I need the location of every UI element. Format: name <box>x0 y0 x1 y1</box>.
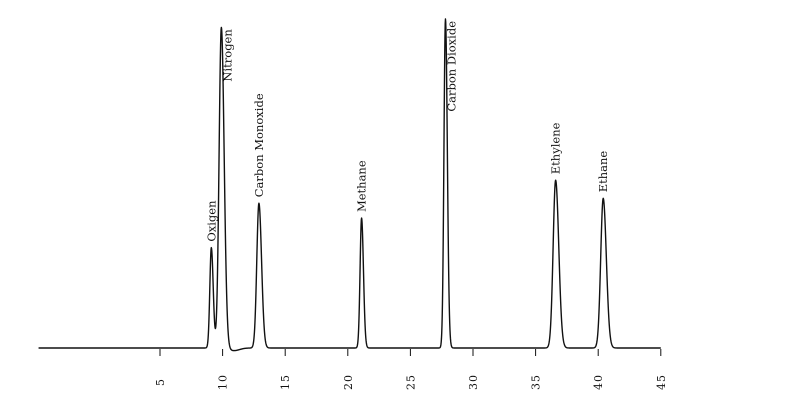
trace-layer <box>38 18 662 352</box>
x-tick-label-35: 35 <box>530 374 543 390</box>
peak-label-carbon-monoxide: Carbon Monoxide <box>252 93 266 197</box>
peak-label-carbon-dioxide: Carbon Dioxide <box>444 21 458 112</box>
x-tick-label-10: 10 <box>217 374 230 390</box>
chromatogram-trace <box>38 18 662 352</box>
peak-label-methane: Methane <box>355 160 369 212</box>
x-tick-label-40: 40 <box>592 374 605 390</box>
x-tick-label-15: 15 <box>279 374 292 390</box>
peak-label-ethylene: Ethylene <box>549 122 563 174</box>
x-tick-label-5: 5 <box>154 378 167 386</box>
x-tick-label-45: 45 <box>655 374 668 390</box>
peak-label-oxigen: Oxigen <box>204 200 218 242</box>
x-tick-label-25: 25 <box>404 374 417 390</box>
peak-labels: Oxigen Nitrogen Carbon Monoxide Methane Carb… <box>204 21 610 242</box>
peak-label-nitrogen: Nitrogen <box>220 29 234 82</box>
x-tick-label-20: 20 <box>342 374 355 390</box>
x-axis: 5 10 15 20 25 30 35 40 45 <box>154 349 668 390</box>
x-tick-label-30: 30 <box>467 374 480 390</box>
peak-label-ethane: Ethane <box>596 151 610 193</box>
